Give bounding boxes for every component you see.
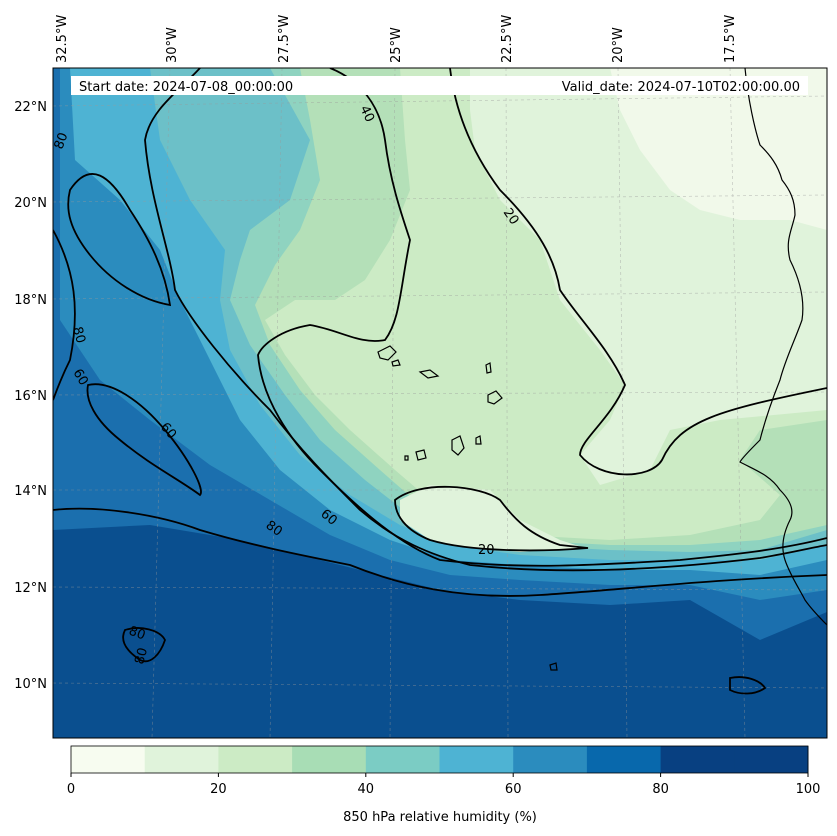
grid-lon-27-5w — [269, 68, 283, 738]
colorbar-segment — [365, 746, 440, 773]
colorbar-tick-label: 60 — [505, 782, 522, 797]
grid-lon-30w — [151, 68, 171, 738]
island-boa-vista — [487, 390, 503, 405]
contour-label: 80 — [52, 131, 72, 152]
grid-lon-20w — [617, 68, 628, 738]
colorbar: 0 20 40 60 80 100 850 hPa relative humidity (… — [67, 745, 821, 825]
contour-label: 80 — [69, 325, 88, 345]
colorbar-segment — [439, 746, 514, 773]
colorbar-segment — [144, 746, 219, 773]
islands — [377, 345, 558, 671]
colorbar-tick-label: 40 — [358, 782, 375, 797]
grid-lon-17-5w — [729, 68, 746, 738]
colorbar-frame — [70, 745, 809, 774]
lat-label: 22°N — [14, 100, 47, 115]
colorbar-segment — [292, 746, 367, 773]
start-date-text: Start date: 2024-07-08_00:00:00 — [79, 80, 293, 95]
island-sao-vicente — [391, 359, 401, 367]
colorbar-tick-label: 100 — [796, 782, 821, 797]
contour-60-loop — [86, 383, 202, 497]
longitude-labels: 32.5°W 30°W 27.5°W 25°W 22.5°W 20°W 17.5… — [55, 15, 738, 63]
contour-label: 60 — [70, 367, 91, 389]
lon-label: 17.5°W — [723, 15, 738, 63]
valid-date-text: Valid_date: 2024-07-10T02:00:00.00 — [562, 80, 800, 95]
colorbar-segment — [734, 746, 809, 773]
colorbar-tick-label: 80 — [652, 782, 669, 797]
island-santo-antao — [377, 345, 397, 361]
colorbar-segments — [71, 746, 809, 773]
contour-20-north — [449, 68, 827, 476]
map-frame — [52, 67, 828, 739]
contour-60-main — [144, 68, 827, 572]
colorbar-ticks: 0 20 40 60 80 100 — [67, 773, 821, 797]
lat-label: 12°N — [14, 581, 47, 596]
contour-label-group: 80 80 60 60 40 20 20 80 60 80 80 — [52, 103, 522, 666]
contour-80-southwest — [122, 627, 166, 663]
contour-20-south — [394, 485, 589, 552]
lat-label: 14°N — [14, 484, 47, 499]
island-brava — [404, 455, 409, 461]
contour-label: 80 — [127, 624, 148, 644]
contour-80-loop — [67, 173, 172, 307]
colorbar-segment — [513, 746, 588, 773]
lat-label: 18°N — [14, 293, 47, 308]
contour-label: 40 — [356, 103, 377, 124]
colorbar-segment — [586, 746, 662, 773]
colorbar-tick-label: 20 — [210, 782, 227, 797]
lon-label: 25°W — [389, 27, 404, 63]
colorbar-label: 850 hPa relative humidity (%) — [343, 810, 537, 825]
latitude-labels: 22°N 20°N 18°N 16°N 14°N 12°N 10°N — [14, 100, 47, 692]
lon-label: 27.5°W — [277, 15, 292, 63]
lat-label: 10°N — [14, 677, 47, 692]
contour-label: 20 — [478, 543, 495, 558]
island-sal — [485, 362, 492, 374]
grid-lon-25w — [389, 68, 396, 738]
colorbar-segment — [660, 746, 735, 773]
lon-label: 30°W — [165, 27, 180, 63]
lat-label: 20°N — [14, 196, 47, 211]
island-fogo — [415, 449, 427, 461]
contour-label: 80 — [132, 646, 151, 666]
contour-80-west — [53, 229, 76, 401]
contour-40-north — [257, 68, 827, 567]
gridlines — [53, 68, 827, 738]
island-sao-nicolau — [418, 369, 440, 379]
lon-label: 22.5°W — [500, 15, 515, 63]
map-panel: 80 80 60 60 40 20 20 80 60 80 80 Start d… — [52, 68, 827, 738]
lat-label: 16°N — [14, 389, 47, 404]
colorbar-segment — [218, 746, 293, 773]
island-santiago — [451, 435, 465, 456]
island-bijagos — [549, 662, 558, 671]
lon-label: 32.5°W — [55, 15, 70, 63]
contour-lines — [53, 68, 827, 695]
africa-coastline — [739, 68, 827, 626]
colorbar-segment — [71, 746, 146, 773]
colorbar-tick-label: 0 — [67, 782, 75, 797]
contour-80-main — [53, 507, 827, 597]
lon-label: 20°W — [611, 27, 626, 63]
info-box — [71, 76, 808, 95]
contour-80-southeast — [729, 676, 767, 695]
rh-band-0-10 — [610, 68, 827, 230]
grid-lon-22-5w — [505, 68, 509, 738]
island-maio — [475, 435, 482, 445]
